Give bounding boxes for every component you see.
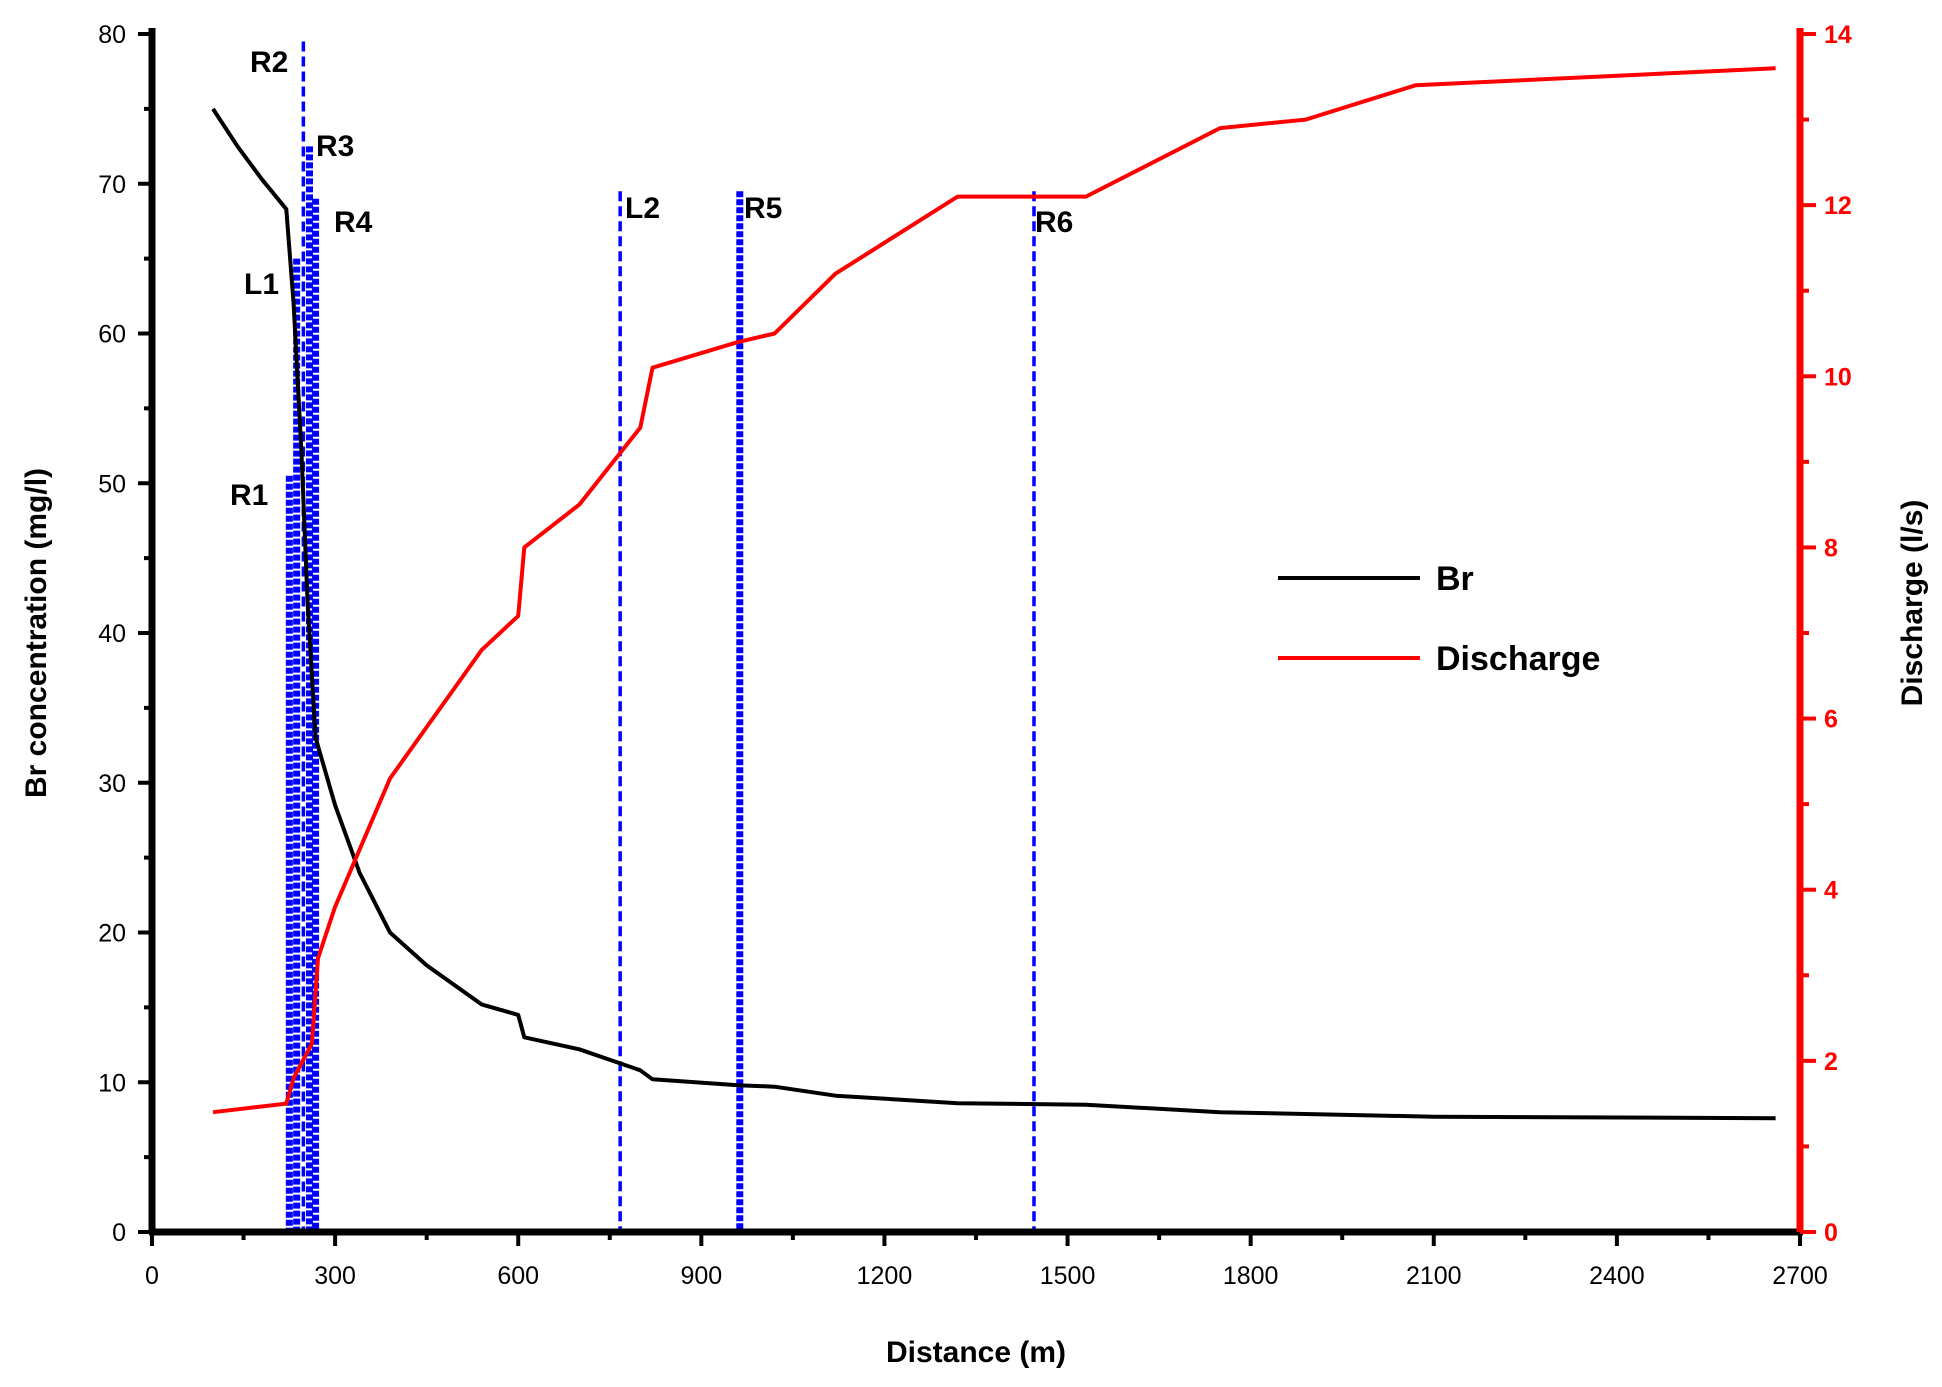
y2-axis-title: Discharge (l/s): [1896, 500, 1929, 707]
x-tick-label: 0: [145, 1262, 159, 1290]
marker-label-l1: L1: [244, 268, 279, 301]
y-tick-label: 20: [98, 920, 126, 948]
y2-tick-label: 4: [1824, 877, 1838, 905]
y-tick-label: 0: [112, 1219, 126, 1247]
y2-tick-label: 10: [1824, 363, 1852, 391]
series-line-discharge: [212, 66, 1776, 1115]
y-tick-label: 50: [98, 470, 126, 498]
x-tick-label: 1500: [1040, 1262, 1096, 1290]
legend: Br Discharge: [1278, 560, 1600, 678]
y-axis-title: Br concentration (mg/l): [20, 468, 53, 798]
axes: 0 300 600 900 1200 1500 1800 2100 2400 2700010203…: [20, 21, 1929, 1369]
x-tick-label: 300: [314, 1262, 356, 1290]
legend-label-discharge: Discharge: [1436, 640, 1600, 678]
series-lines: [211, 66, 1776, 1121]
marker-label-r5: R5: [744, 192, 782, 225]
x-tick-label: 2400: [1589, 1262, 1645, 1290]
y2-tick-label: 12: [1824, 192, 1852, 220]
marker-label-r6: R6: [1035, 206, 1073, 239]
y2-tick-label: 8: [1824, 534, 1838, 562]
x-axis-title: Distance (m): [886, 1336, 1066, 1369]
marker-label-r4: R4: [334, 206, 373, 239]
x-tick-label: 900: [680, 1262, 722, 1290]
y-tick-label: 10: [98, 1069, 126, 1097]
marker-lines: R1 L1 R2 R3 R4 L2 R5 R6: [230, 41, 1073, 1232]
x-tick-label: 600: [497, 1262, 539, 1290]
y-tick-label: 40: [98, 620, 126, 648]
marker-label-r2: R2: [250, 46, 288, 79]
marker-label-l2: L2: [625, 192, 660, 225]
y2-tick-label: 14: [1824, 21, 1852, 49]
legend-label-br: Br: [1436, 560, 1474, 598]
y2-tick-label: 2: [1824, 1048, 1838, 1076]
y2-tick-label: 0: [1824, 1219, 1838, 1247]
y2-tick-label: 6: [1824, 706, 1838, 734]
x-tick-label: 1800: [1223, 1262, 1279, 1290]
x-tick-label: 2100: [1406, 1262, 1462, 1290]
x-tick-label: 2700: [1772, 1262, 1828, 1290]
series-line-br: [211, 107, 1776, 1121]
y-tick-label: 30: [98, 770, 126, 798]
y-tick-label: 80: [98, 21, 126, 49]
y-tick-label: 60: [98, 321, 126, 349]
marker-label-r1: R1: [230, 479, 268, 512]
x-tick-label: 1200: [857, 1262, 913, 1290]
marker-label-r3: R3: [316, 130, 354, 163]
y-tick-label: 70: [98, 171, 126, 199]
